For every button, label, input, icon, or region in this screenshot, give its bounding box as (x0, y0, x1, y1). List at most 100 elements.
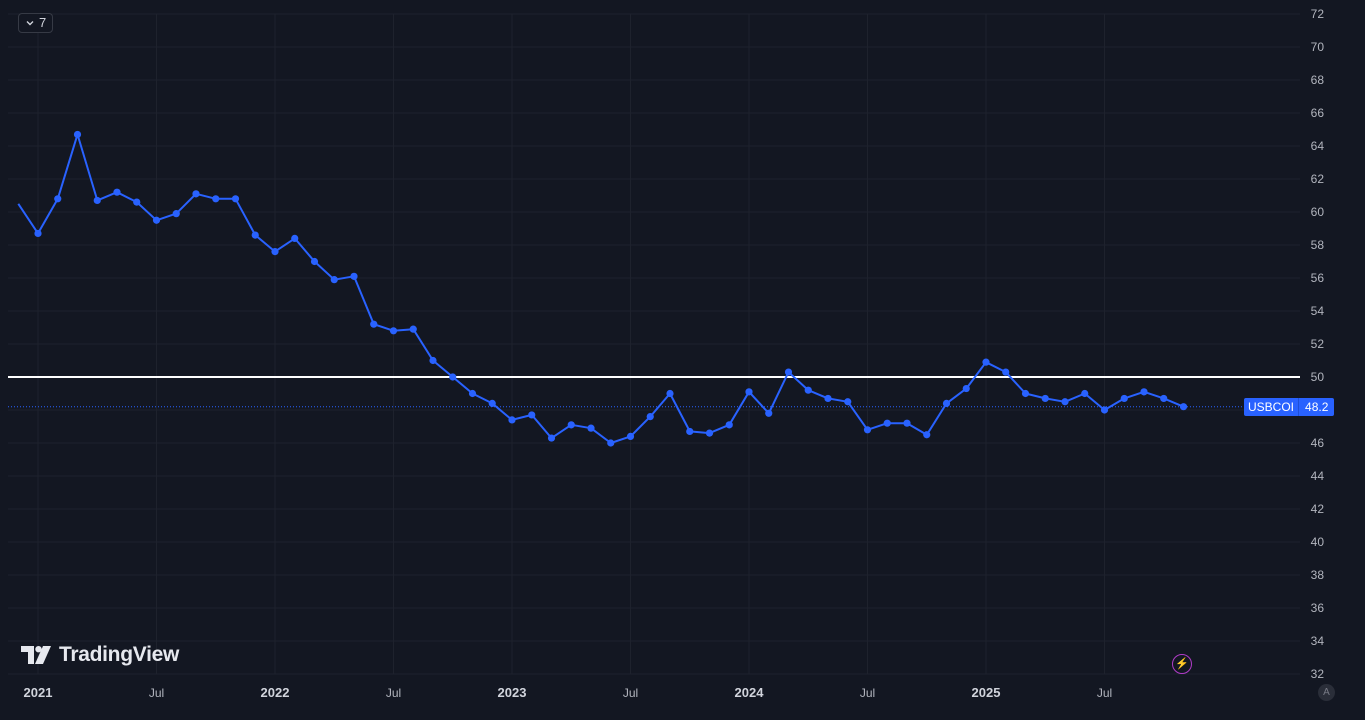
y-tick-label: 56 (1311, 271, 1325, 285)
series-layer (17, 130, 1188, 447)
data-point[interactable] (192, 190, 200, 198)
data-point[interactable] (686, 427, 694, 436)
data-point[interactable] (942, 399, 951, 407)
grid (8, 13, 1300, 675)
data-point[interactable] (429, 356, 437, 365)
data-point[interactable] (863, 426, 872, 434)
x-axis[interactable]: 2021 Jul 2022 Jul 2023 Jul 2024 Jul 2025 Jul (24, 685, 1113, 700)
data-point[interactable] (962, 384, 970, 393)
series-line (17, 133, 1184, 444)
x-tick-label: 2023 (498, 685, 527, 700)
data-point[interactable] (1061, 398, 1069, 406)
y-tick-label: 34 (1311, 634, 1325, 648)
data-point[interactable] (93, 196, 101, 205)
data-point[interactable] (923, 431, 931, 439)
auto-scale-button[interactable]: A (1318, 684, 1335, 701)
y-tick-label: 42 (1311, 502, 1325, 516)
data-point[interactable] (528, 411, 536, 419)
data-point[interactable] (409, 325, 417, 333)
data-point[interactable] (705, 429, 714, 437)
data-point[interactable] (310, 257, 319, 266)
y-tick-label: 54 (1311, 304, 1325, 318)
y-tick-label: 70 (1311, 40, 1325, 54)
collapse-indicators-button[interactable]: 7 (18, 13, 54, 33)
data-point[interactable] (567, 421, 575, 429)
data-point[interactable] (271, 248, 279, 256)
data-point[interactable] (1160, 394, 1168, 403)
data-point[interactable] (1100, 406, 1109, 414)
data-point[interactable] (587, 424, 595, 432)
data-point[interactable] (1120, 394, 1128, 403)
data-point[interactable] (745, 388, 753, 396)
data-point[interactable] (626, 432, 635, 440)
data-point[interactable] (547, 434, 556, 442)
data-point[interactable] (370, 320, 378, 328)
data-point[interactable] (1179, 403, 1188, 411)
x-tick-label: Jul (149, 686, 164, 700)
chevron-down-icon (26, 21, 34, 26)
data-point[interactable] (804, 386, 812, 394)
data-point[interactable] (1041, 394, 1049, 403)
data-point[interactable] (883, 419, 891, 427)
data-point[interactable] (765, 409, 773, 417)
data-point[interactable] (1081, 389, 1089, 398)
data-point[interactable] (231, 195, 240, 203)
y-tick-label: 72 (1311, 7, 1325, 21)
data-point[interactable] (488, 399, 496, 407)
data-point[interactable] (903, 419, 911, 427)
data-point[interactable] (725, 421, 733, 429)
data-point[interactable] (330, 276, 338, 284)
x-tick-label: 2021 (24, 685, 53, 700)
y-tick-label: 40 (1311, 535, 1325, 549)
y-tick-label: 36 (1311, 601, 1325, 615)
x-tick-label: 2022 (261, 685, 290, 700)
y-tick-label: 66 (1311, 106, 1325, 120)
y-tick-label: 62 (1311, 172, 1325, 186)
y-tick-label: 44 (1311, 469, 1325, 483)
data-point[interactable] (251, 231, 259, 239)
last-price-label: USBCOI 48.2 (1244, 398, 1335, 416)
data-point[interactable] (389, 327, 398, 335)
data-point[interactable] (1021, 389, 1030, 398)
data-point[interactable] (73, 130, 82, 139)
data-point[interactable] (212, 195, 220, 203)
y-tick-label: 58 (1311, 238, 1325, 252)
x-tick-label: Jul (1097, 686, 1112, 700)
x-tick-label: Jul (860, 686, 875, 700)
data-point[interactable] (113, 188, 121, 196)
data-point[interactable] (449, 373, 457, 381)
y-tick-label: 68 (1311, 73, 1325, 87)
x-tick-label: Jul (386, 686, 401, 700)
collapse-count: 7 (39, 15, 47, 30)
data-point[interactable] (468, 389, 477, 398)
data-point[interactable] (607, 439, 615, 447)
y-tick-label: 50 (1311, 370, 1325, 384)
price-label-value: 48.2 (1298, 398, 1335, 416)
data-point[interactable] (508, 416, 516, 424)
data-point[interactable] (844, 398, 852, 406)
lightning-icon[interactable]: ⚡ (1172, 654, 1192, 674)
data-point[interactable] (291, 234, 299, 242)
data-point[interactable] (1140, 388, 1148, 396)
tradingview-watermark: TradingView (21, 643, 179, 667)
y-axis[interactable]: 3234363840424446485052545658606264666870… (1311, 7, 1325, 681)
data-point[interactable] (982, 358, 990, 366)
data-point[interactable] (172, 210, 180, 218)
y-tick-label: 52 (1311, 337, 1325, 351)
data-point[interactable] (1002, 368, 1010, 376)
data-point[interactable] (824, 394, 832, 403)
data-point[interactable] (350, 272, 358, 280)
data-point[interactable] (784, 368, 793, 376)
data-point[interactable] (152, 216, 161, 224)
y-tick-label: 46 (1311, 436, 1325, 450)
watermark-brand: TradingView (59, 643, 180, 666)
data-point[interactable] (34, 229, 42, 238)
data-point[interactable] (666, 389, 674, 398)
data-point[interactable] (54, 195, 62, 203)
tradingview-logo-icon (21, 646, 51, 664)
x-tick-label: 2025 (972, 685, 1001, 700)
data-point[interactable] (646, 413, 654, 421)
data-point[interactable] (133, 198, 141, 206)
